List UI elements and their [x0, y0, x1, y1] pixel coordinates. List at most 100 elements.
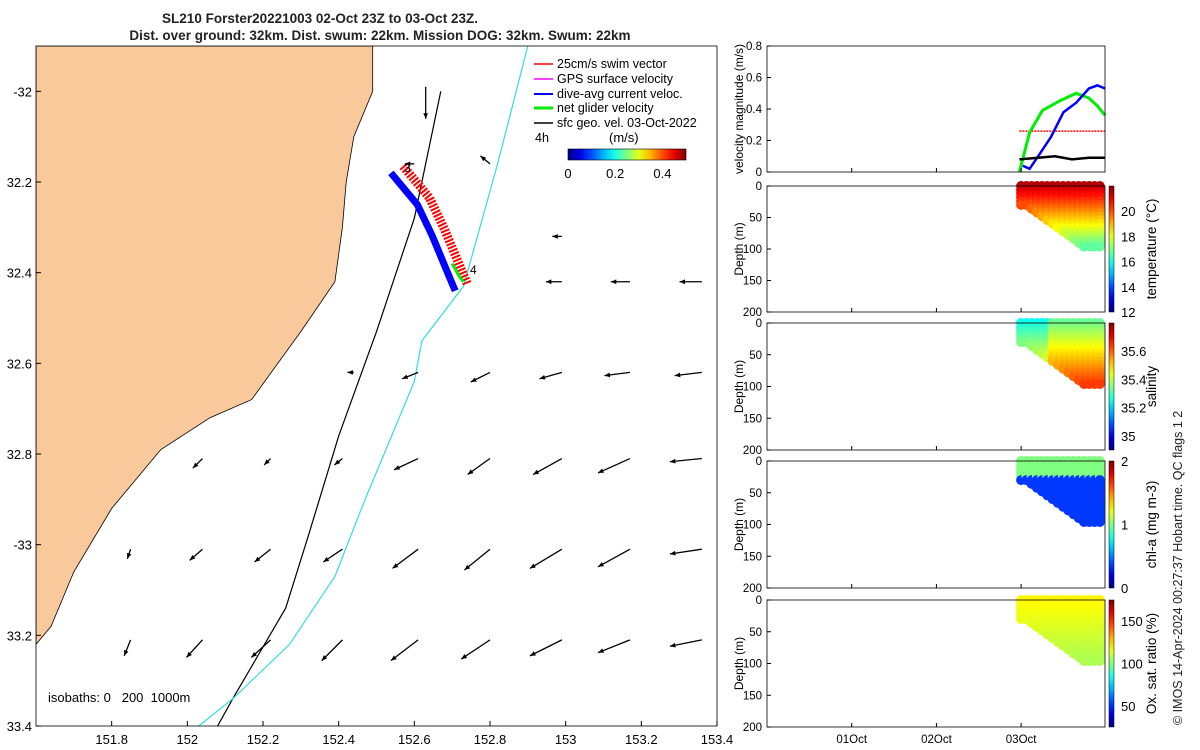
colorbar-tick: 0: [1121, 581, 1128, 596]
geo-velocity-vectors: [123, 86, 702, 662]
chart-title-line-2: Dist. over ground: 32km. Dist. swum: 22k…: [129, 28, 631, 43]
legend-entry-net: net glider velocity: [534, 101, 654, 115]
map-x-tick-label: 152: [176, 732, 198, 747]
x-tick-label: 02Oct: [921, 734, 952, 746]
svg-text:sfc geo. vel. 03-Oct-2022: sfc geo. vel. 03-Oct-2022: [557, 116, 697, 130]
y-tick-label: 200: [743, 722, 762, 734]
colorbar-label: salinity: [1144, 366, 1159, 408]
panel-4: 0 1 2 chl-a (mg m-3) 0 50 100 150 200 Depth (m): [732, 454, 1159, 596]
y-tick-label: 0.4: [746, 104, 763, 116]
colorbar-tick: 35.6: [1121, 344, 1146, 359]
velocity-series-2: [1022, 84, 1106, 171]
geo-vector-16: [393, 457, 419, 471]
y-tick-label: 200: [743, 445, 762, 457]
geo-vector-31: [185, 639, 203, 658]
colorbar-tick: 2: [1121, 454, 1128, 469]
geo-vector-29: [669, 548, 702, 556]
y-tick-label: 100: [743, 244, 762, 256]
panel-3: 35 35.2 35.4 35.6 salinity 0 50 100 150 200 Depth …: [732, 318, 1159, 457]
x-tick-label: 03Oct: [1006, 734, 1037, 746]
map-x-tick-label: 152.6: [398, 732, 431, 747]
map-colorbar-tick: 0: [564, 166, 571, 181]
geo-vector-22: [189, 548, 203, 561]
colorbar-tick: 50: [1121, 699, 1135, 714]
colorbar-tick: 35.2: [1121, 401, 1146, 416]
profile-dots: [1016, 456, 1105, 527]
colorbar-tick: 100: [1121, 657, 1143, 672]
geo-vector-26: [463, 548, 491, 571]
map-y-tick-label: 32.4: [7, 266, 32, 281]
map-y-tick-label: 33.2: [7, 628, 32, 643]
geo-vector-32: [250, 639, 272, 658]
colorbar-tick: 1: [1121, 518, 1128, 533]
y-tick-label: 50: [749, 213, 762, 225]
map-x-tick-label: 153.4: [701, 732, 734, 747]
map-y-tick-label: -33: [13, 538, 32, 553]
geo-vector-10: [539, 371, 563, 380]
geo-vector-11: [604, 371, 631, 378]
geo-vector-15: [334, 458, 343, 466]
isobath-1000m: [198, 46, 529, 726]
geo-vector-8: [401, 371, 419, 380]
y-tick-label: 50: [749, 350, 762, 362]
y-tick-label: 150: [743, 551, 762, 563]
svg-text:net glider velocity: net glider velocity: [557, 101, 654, 115]
y-tick-label: 50: [749, 488, 762, 500]
geo-vector-34: [390, 639, 419, 662]
geo-vector-9: [470, 371, 491, 383]
glider-track-current: [388, 170, 459, 293]
land-area: [36, 46, 374, 646]
y-tick-label: 200: [743, 583, 762, 595]
geo-vector-12: [674, 371, 702, 378]
geo-vector-4: [545, 279, 562, 285]
isobaths-label: isobaths: 0 200 1000m: [48, 690, 190, 705]
colorbar-units: (m/s): [609, 130, 639, 145]
y-tick-label: 0: [756, 456, 762, 468]
geo-vector-20: [669, 457, 702, 464]
geo-vector-18: [532, 457, 563, 476]
y-tick-label: 150: [743, 690, 762, 702]
geo-vector-23: [254, 548, 271, 563]
geo-vector-37: [597, 639, 631, 654]
geo-vector-21: [126, 548, 132, 560]
colorbar-label: temperature (°C): [1144, 199, 1159, 300]
geo-vector-13: [192, 458, 203, 469]
y-tick-label: 150: [743, 276, 762, 288]
y-tick-label: 50: [749, 627, 762, 639]
profile-dots: [1016, 181, 1105, 252]
panel-colorbar-5: 50 100 150 Ox. sat. ratio (%): [1108, 599, 1159, 728]
map-colorbar-ticks: 0 0.2 0.4: [564, 166, 671, 181]
svg-text:dive-avg current veloc.: dive-avg current veloc.: [557, 87, 683, 101]
geo-vector-7: [347, 370, 354, 375]
profile-dots: [1016, 318, 1105, 389]
y-tick-label: 100: [743, 382, 762, 394]
panel-frame: [766, 45, 1106, 173]
chart-title-line-1: SL210 Forster20221003 02-Oct 23Z to 03-O…: [162, 11, 478, 26]
map-colorbar-tick: 0.2: [606, 166, 624, 181]
track-label-start: 3: [404, 161, 411, 175]
colorbar-tick: 150: [1121, 614, 1143, 629]
colorbar-tick: 12: [1121, 305, 1135, 320]
y-tick-label: 0.8: [746, 41, 762, 53]
map-y-ticks: -32 32.2 32.4 32.6 32.8 -33 33.2 33.4: [7, 84, 41, 734]
geo-vector-5: [610, 279, 630, 285]
map-y-tick-label: -32: [13, 84, 32, 99]
legend-entry-gps: GPS surface velocity: [534, 72, 674, 86]
map-y-tick-label: 32.2: [7, 175, 32, 190]
glider-track-group: [388, 163, 472, 293]
map-legend: 25cm/s swim vector GPS surface velocity …: [534, 57, 697, 181]
colorbar-tick: 18: [1121, 229, 1135, 244]
map-x-ticks: 151.8 152 152.2 152.4 152.6 152.8 153 153.2 153.…: [95, 721, 733, 747]
colorbar-tick: 35: [1121, 429, 1135, 444]
velocity-series-3: [1019, 155, 1105, 161]
colorbar-tick: 14: [1121, 280, 1135, 295]
y-axis-label: Depth (m): [732, 637, 746, 690]
velocity-series-1: [1017, 91, 1107, 173]
map-x-tick-label: 153: [555, 732, 577, 747]
colorbar-tick: 35.4: [1121, 372, 1146, 387]
y-tick-label: 0: [756, 181, 762, 193]
